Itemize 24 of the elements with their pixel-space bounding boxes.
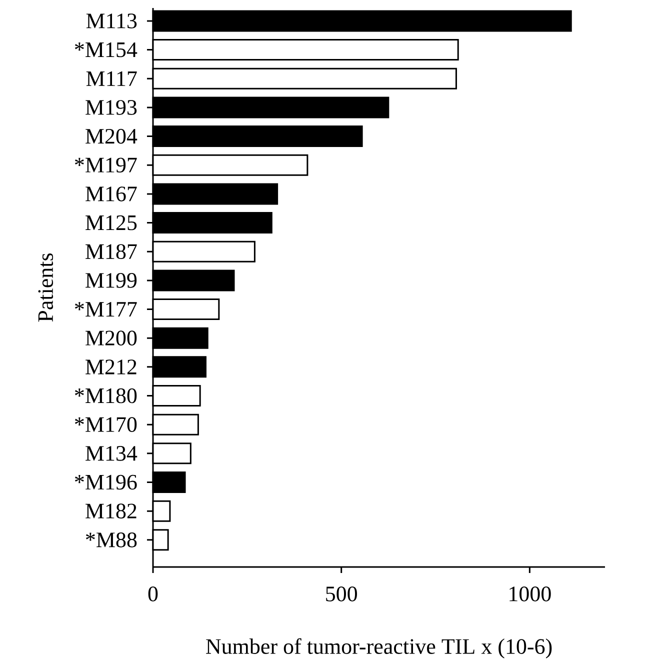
y-tick-label: *M197 <box>74 158 137 173</box>
y-tick-label: M134 <box>86 446 138 461</box>
y-tick-label: M117 <box>86 71 137 86</box>
y-axis-title: Patients <box>38 253 54 322</box>
y-tick-label: M167 <box>86 186 137 202</box>
x-tick-label: 0 <box>148 586 158 602</box>
y-tick-label: M182 <box>86 504 136 519</box>
y-tick-label: M204 <box>86 128 138 144</box>
y-tick-label: *M180 <box>74 388 137 404</box>
y-tick-label: M212 <box>86 360 136 374</box>
y-tick-label: *M196 <box>74 474 137 490</box>
y-tick-label: M199 <box>86 273 137 288</box>
x-axis-title: Number of tumor-reactive TIL x (10-6) <box>206 638 552 658</box>
y-tick-label: *M88 <box>86 532 137 548</box>
y-tick-label: M187 <box>86 244 137 260</box>
y-tick-label: *M154 <box>74 42 138 58</box>
x-tick-label: 1000 <box>510 586 551 602</box>
y-tick-label: M200 <box>86 330 137 346</box>
x-tick-label: 500 <box>326 586 357 602</box>
y-tick-label: M125 <box>86 215 137 230</box>
y-tick-label: *M177 <box>74 302 137 317</box>
y-tick-label: M193 <box>86 100 137 115</box>
y-tick-label: *M170 <box>74 417 137 432</box>
y-tick-label: M113 <box>86 14 137 28</box>
